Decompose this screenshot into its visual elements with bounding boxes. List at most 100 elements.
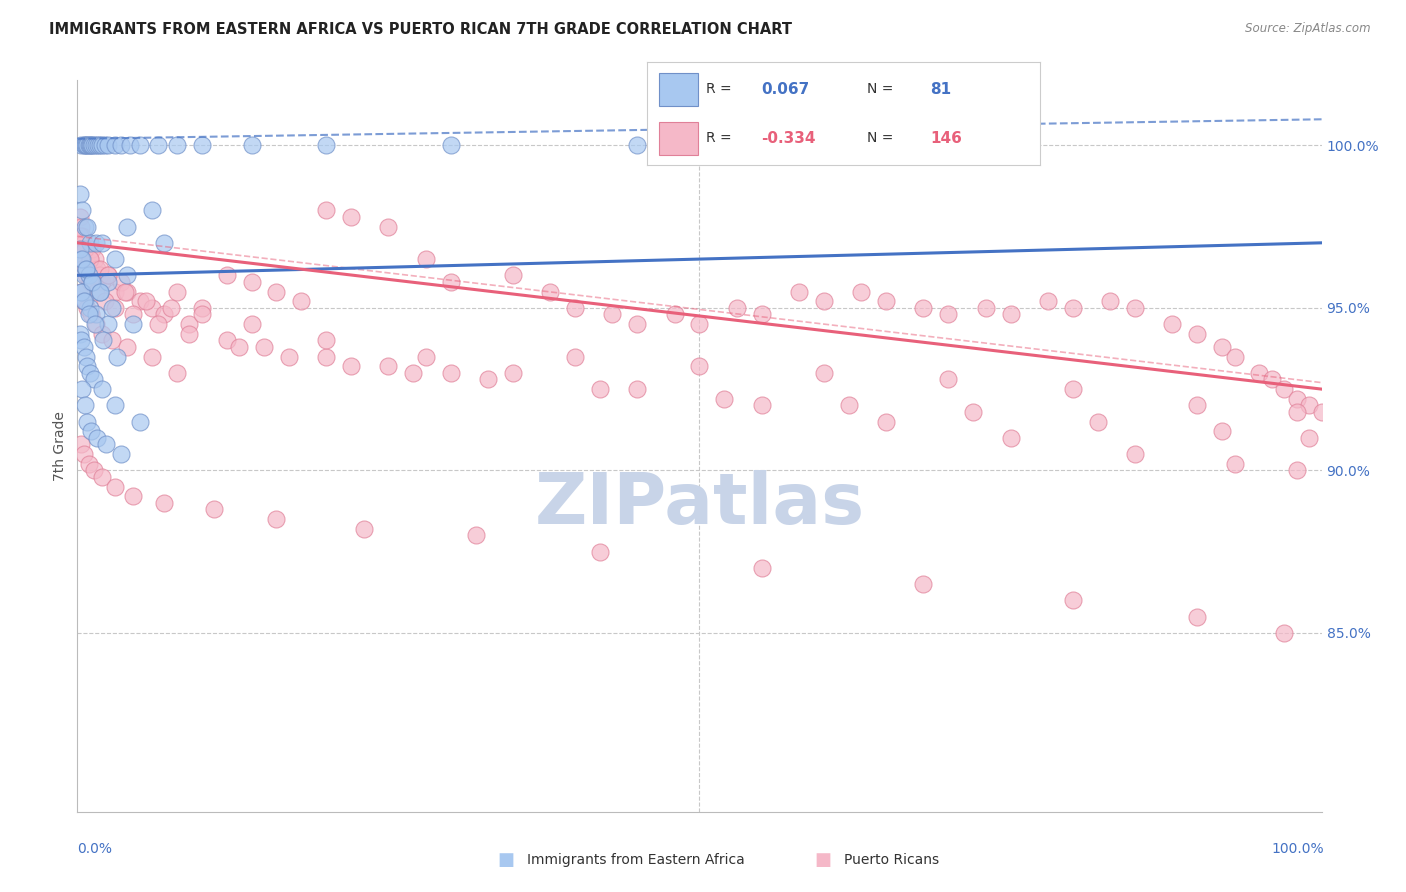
Point: [464, 528, 486, 542]
Point: [875, 415, 897, 429]
Point: [974, 301, 997, 315]
Point: [72, 340, 94, 354]
Point: [564, 301, 586, 315]
Point: [1123, 447, 1146, 461]
Point: [1187, 609, 1209, 624]
Point: [1249, 366, 1271, 380]
Text: 81: 81: [931, 81, 952, 96]
Point: [713, 392, 735, 406]
Point: [415, 252, 437, 266]
Point: [110, 447, 132, 461]
Point: [938, 372, 960, 386]
Point: [664, 307, 686, 321]
Point: [82, 138, 104, 153]
Point: [179, 317, 201, 331]
Point: [83, 372, 105, 386]
Point: [838, 398, 860, 412]
Point: [72, 294, 94, 309]
Point: [73, 398, 96, 412]
Point: [1123, 301, 1146, 315]
Point: [72, 203, 94, 218]
Point: [128, 294, 150, 309]
Point: [80, 307, 103, 321]
Point: [82, 243, 104, 257]
Point: [1211, 340, 1233, 354]
Point: [402, 366, 425, 380]
Point: [1272, 382, 1295, 396]
Point: [153, 307, 176, 321]
Point: [72, 235, 94, 250]
Point: [1223, 457, 1246, 471]
Point: [377, 359, 399, 374]
Point: [72, 229, 94, 244]
Point: [72, 261, 94, 276]
Point: [787, 285, 810, 299]
Point: [626, 138, 648, 153]
Point: [84, 138, 107, 153]
Point: [76, 219, 98, 234]
Text: 0.067: 0.067: [761, 81, 810, 96]
Point: [166, 285, 188, 299]
Point: [141, 350, 163, 364]
Point: [72, 294, 94, 309]
Bar: [658, 122, 697, 155]
Point: [215, 268, 238, 283]
Point: [73, 294, 96, 309]
Point: [69, 229, 91, 244]
Point: [1036, 294, 1059, 309]
Point: [97, 138, 120, 153]
Point: [751, 398, 773, 412]
Point: [153, 496, 176, 510]
Point: [104, 398, 127, 412]
Point: [70, 437, 93, 451]
Point: [70, 334, 93, 348]
Point: [626, 382, 648, 396]
Point: [75, 252, 97, 266]
Text: R =: R =: [706, 82, 735, 96]
Point: [97, 317, 120, 331]
Point: [1087, 415, 1109, 429]
Point: [75, 261, 97, 276]
Point: [115, 268, 138, 283]
Point: [440, 138, 463, 153]
Point: [253, 340, 276, 354]
Point: [377, 219, 399, 234]
Y-axis label: 7th Grade: 7th Grade: [53, 411, 67, 481]
Point: [84, 285, 107, 299]
Point: [751, 561, 773, 575]
Text: 0.0%: 0.0%: [77, 842, 112, 856]
Point: [179, 326, 201, 341]
Point: [73, 138, 96, 153]
Point: [76, 138, 98, 153]
Point: [1187, 326, 1209, 341]
Point: [118, 138, 141, 153]
Point: [602, 307, 624, 321]
Point: [69, 326, 91, 341]
Point: [89, 138, 111, 153]
Point: [813, 294, 835, 309]
Point: [115, 340, 138, 354]
Text: Immigrants from Eastern Africa: Immigrants from Eastern Africa: [527, 853, 745, 867]
Point: [128, 138, 150, 153]
Point: [689, 317, 711, 331]
Point: [89, 285, 111, 299]
Point: [875, 294, 897, 309]
Point: [73, 243, 96, 257]
Point: [353, 522, 375, 536]
Point: [962, 405, 984, 419]
Point: [110, 275, 132, 289]
Text: R =: R =: [706, 131, 735, 145]
Point: [91, 470, 114, 484]
Point: [502, 366, 524, 380]
Point: [77, 268, 100, 283]
Point: [1261, 372, 1284, 386]
Point: [80, 425, 103, 439]
Point: [191, 301, 214, 315]
Text: ■: ■: [498, 851, 515, 869]
Point: [82, 275, 104, 289]
Point: [166, 366, 188, 380]
Point: [191, 307, 214, 321]
Point: [315, 350, 337, 364]
Point: [115, 219, 138, 234]
Point: [440, 366, 463, 380]
